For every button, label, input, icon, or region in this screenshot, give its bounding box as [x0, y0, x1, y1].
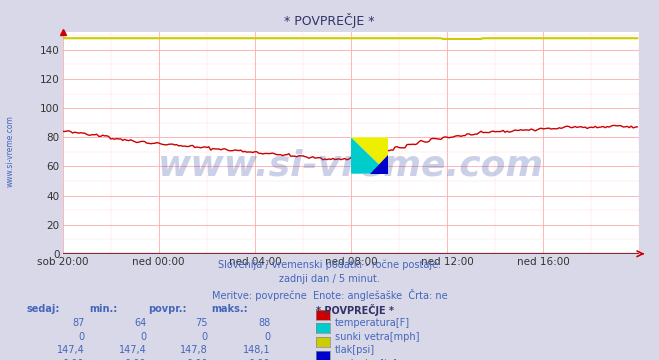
- Polygon shape: [351, 137, 388, 174]
- Text: 0,00: 0,00: [63, 359, 84, 360]
- Text: * POVPREČJE *: * POVPREČJE *: [316, 304, 394, 316]
- Text: 0: 0: [78, 332, 84, 342]
- Text: 87: 87: [72, 318, 84, 328]
- Text: tlak[psi]: tlak[psi]: [335, 345, 375, 355]
- Text: Slovenija / vremenski podatki - ročne postaje.: Slovenija / vremenski podatki - ročne po…: [218, 260, 441, 270]
- Text: sedaj:: sedaj:: [26, 304, 60, 314]
- Text: 147,4: 147,4: [57, 345, 84, 355]
- Text: sunki vetra[mph]: sunki vetra[mph]: [335, 332, 419, 342]
- Text: 0,00: 0,00: [125, 359, 146, 360]
- Text: 0,00: 0,00: [248, 359, 270, 360]
- Text: povpr.:: povpr.:: [148, 304, 186, 314]
- Text: zadnji dan / 5 minut.: zadnji dan / 5 minut.: [279, 274, 380, 284]
- Text: 0,00: 0,00: [186, 359, 208, 360]
- Text: temperatura[F]: temperatura[F]: [335, 318, 410, 328]
- Text: 147,8: 147,8: [180, 345, 208, 355]
- Text: www.si-vreme.com: www.si-vreme.com: [5, 115, 14, 187]
- Polygon shape: [351, 137, 388, 174]
- Text: 0: 0: [202, 332, 208, 342]
- Text: 88: 88: [258, 318, 270, 328]
- Text: 0: 0: [264, 332, 270, 342]
- Text: 0: 0: [140, 332, 146, 342]
- Text: 75: 75: [195, 318, 208, 328]
- Text: maks.:: maks.:: [211, 304, 248, 314]
- Text: www.si-vreme.com: www.si-vreme.com: [158, 148, 544, 182]
- Polygon shape: [370, 156, 388, 174]
- Text: 147,4: 147,4: [119, 345, 146, 355]
- Text: padavine[in]: padavine[in]: [335, 359, 397, 360]
- Text: * POVPREČJE *: * POVPREČJE *: [284, 13, 375, 28]
- Text: 148,1: 148,1: [243, 345, 270, 355]
- Text: 64: 64: [134, 318, 146, 328]
- Text: Meritve: povprečne  Enote: anglešaške  Črta: ne: Meritve: povprečne Enote: anglešaške Črt…: [212, 289, 447, 301]
- Text: min.:: min.:: [89, 304, 117, 314]
